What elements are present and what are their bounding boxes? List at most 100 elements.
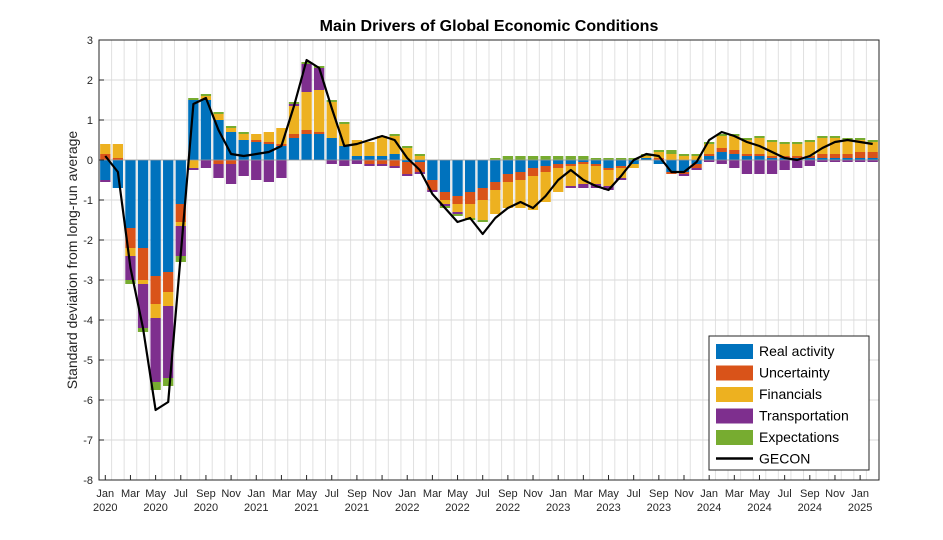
bar-expectations [578, 156, 589, 160]
x-tick-month: May [598, 488, 619, 500]
bar-uncertainty [225, 160, 237, 164]
x-tick-month: May [749, 488, 770, 500]
bar-financials [628, 164, 639, 168]
bar-transportation [301, 64, 312, 92]
bar-transportation [414, 172, 425, 174]
bar-uncertainty [729, 150, 740, 154]
bar-transportation [792, 160, 803, 168]
bar-real-activity [490, 160, 501, 182]
bar-financials [766, 142, 778, 156]
bar-expectations [603, 158, 614, 160]
bar-uncertainty [376, 160, 388, 164]
bar-financials [188, 160, 199, 168]
bar-real-activity [741, 156, 753, 160]
bar-transportation [729, 160, 740, 168]
x-tick-year: 2022 [445, 502, 469, 514]
x-tick-month: Mar [121, 488, 140, 500]
bar-transportation [829, 160, 841, 162]
bar-financials [641, 156, 652, 158]
bar-transportation [137, 284, 149, 328]
bar-uncertainty [754, 154, 765, 156]
bar-uncertainty [540, 166, 551, 172]
bar-uncertainty [402, 162, 413, 174]
x-tick-month: Jul [174, 488, 188, 500]
bar-expectations [402, 146, 413, 148]
bar-real-activity [804, 158, 815, 160]
legend-label-real-activity: Real activity [759, 343, 834, 359]
bar-financials [779, 144, 790, 156]
bar-expectations [792, 142, 803, 144]
bar-uncertainty [163, 272, 174, 292]
bar-expectations [553, 156, 564, 160]
bar-financials [364, 142, 375, 156]
bar-financials [490, 190, 501, 214]
bar-transportation [213, 164, 224, 178]
bar-uncertainty [565, 164, 576, 166]
bar-real-activity [225, 132, 237, 160]
bar-financials [515, 180, 526, 208]
bar-real-activity [150, 160, 161, 276]
x-tick-month: Jan [549, 488, 567, 500]
y-tick-label: 2 [87, 75, 93, 87]
x-tick-year: 2023 [546, 502, 570, 514]
bar-real-activity [339, 146, 350, 160]
x-tick-month: Mar [272, 488, 291, 500]
bar-uncertainty [527, 168, 539, 176]
bar-real-activity [351, 156, 363, 160]
bar-expectations [766, 140, 778, 142]
x-tick-year: 2020 [93, 502, 117, 514]
bar-uncertainty [301, 130, 312, 134]
legend-swatch-uncertainty [716, 365, 753, 381]
bar-financials [225, 128, 237, 132]
bar-uncertainty [251, 140, 262, 142]
bar-transportation [867, 160, 878, 162]
bar-transportation [452, 212, 463, 214]
bar-real-activity [653, 160, 664, 164]
bars [100, 62, 878, 390]
bar-transportation [704, 160, 715, 162]
bar-financials [804, 142, 815, 156]
x-tick-year: 2021 [294, 502, 318, 514]
bar-expectations [829, 136, 841, 138]
legend-swatch-expectations [716, 430, 753, 445]
bar-transportation [376, 164, 388, 166]
bar-uncertainty [578, 162, 589, 164]
bar-financials [527, 176, 539, 210]
bar-transportation [779, 160, 790, 170]
bar-real-activity [200, 100, 212, 160]
bar-uncertainty [288, 134, 300, 138]
bar-expectations [867, 140, 878, 142]
x-tick-month: Jul [325, 488, 339, 500]
bar-transportation [314, 68, 325, 90]
bar-expectations [565, 156, 576, 160]
bar-financials [288, 106, 300, 134]
bar-expectations [238, 132, 249, 134]
legend-swatch-real-activity [716, 344, 753, 359]
bar-uncertainty [615, 166, 627, 168]
bar-expectations [704, 142, 715, 144]
bar-expectations [527, 156, 539, 160]
y-tick-label: -1 [83, 195, 93, 207]
x-tick-month: Sep [196, 488, 216, 500]
bar-real-activity [666, 160, 677, 172]
legend-label-expectations: Expectations [759, 429, 839, 445]
bar-uncertainty [439, 192, 451, 200]
gecon-line-layer [99, 58, 879, 412]
x-tick-year: 2024 [697, 502, 721, 514]
bar-expectations [716, 134, 727, 136]
bar-expectations [150, 382, 161, 390]
y-tick-label: -8 [83, 475, 93, 487]
bar-financials [150, 304, 161, 318]
bar-real-activity [464, 160, 476, 192]
bar-transportation [603, 186, 614, 190]
bar-real-activity [301, 134, 312, 160]
y-tick-label: 1 [87, 115, 93, 127]
x-tick-month: Sep [649, 488, 669, 500]
bar-financials [339, 124, 350, 146]
bar-real-activity [314, 134, 325, 160]
bar-real-activity [439, 160, 451, 192]
x-tick-year: 2024 [798, 502, 822, 514]
bar-real-activity [100, 160, 111, 180]
bar-uncertainty [364, 160, 375, 164]
bar-financials [439, 200, 451, 204]
